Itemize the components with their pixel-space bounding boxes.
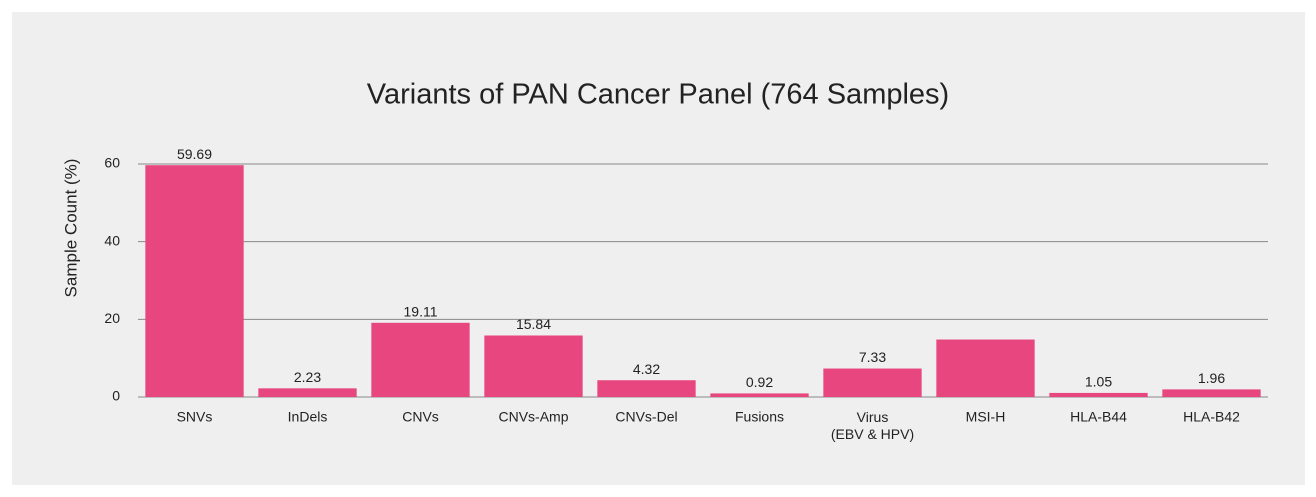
x-tick-label: CNVs-Amp — [498, 409, 568, 425]
value-label: 1.05 — [1085, 374, 1112, 390]
bar — [597, 380, 696, 397]
bar — [710, 393, 809, 397]
x-tick-label: SNVs — [177, 409, 213, 425]
value-label: 4.32 — [633, 361, 660, 377]
x-tick-label: InDels — [288, 409, 328, 425]
value-label: 1.96 — [1198, 370, 1225, 386]
value-label: 19.11 — [404, 303, 438, 319]
bar — [823, 368, 922, 397]
chart-title: Variants of PAN Cancer Panel (764 Sample… — [367, 79, 949, 111]
y-tick-label: 20 — [104, 310, 120, 326]
bar — [1162, 389, 1261, 397]
value-label: 0.92 — [746, 374, 773, 390]
x-tick-label: HLA-B42 — [1183, 409, 1240, 425]
value-label: 15.84 — [516, 316, 551, 332]
value-label: 59.69 — [177, 146, 212, 162]
bar — [936, 339, 1035, 397]
bar — [258, 388, 357, 397]
value-label: 2.23 — [294, 369, 321, 385]
x-tick-label: CNVs-Del — [615, 409, 677, 425]
x-tick-label: Virus (EBV & HPV) — [831, 409, 914, 442]
x-tick-label: MSI-H — [966, 409, 1006, 425]
x-tick-label: CNVs — [402, 409, 439, 425]
x-tick-label: HLA-B44 — [1070, 409, 1127, 425]
bar — [484, 335, 583, 397]
y-axis-title: Sample Count (%) — [61, 159, 80, 298]
y-tick-label: 60 — [104, 155, 120, 171]
y-tick-label: 0 — [112, 388, 120, 404]
value-label: 7.33 — [859, 349, 886, 365]
bar — [145, 165, 244, 397]
y-tick-label: 40 — [104, 232, 120, 248]
bar — [1049, 392, 1148, 397]
bar — [371, 322, 470, 397]
x-tick-label: Fusions — [735, 409, 784, 425]
